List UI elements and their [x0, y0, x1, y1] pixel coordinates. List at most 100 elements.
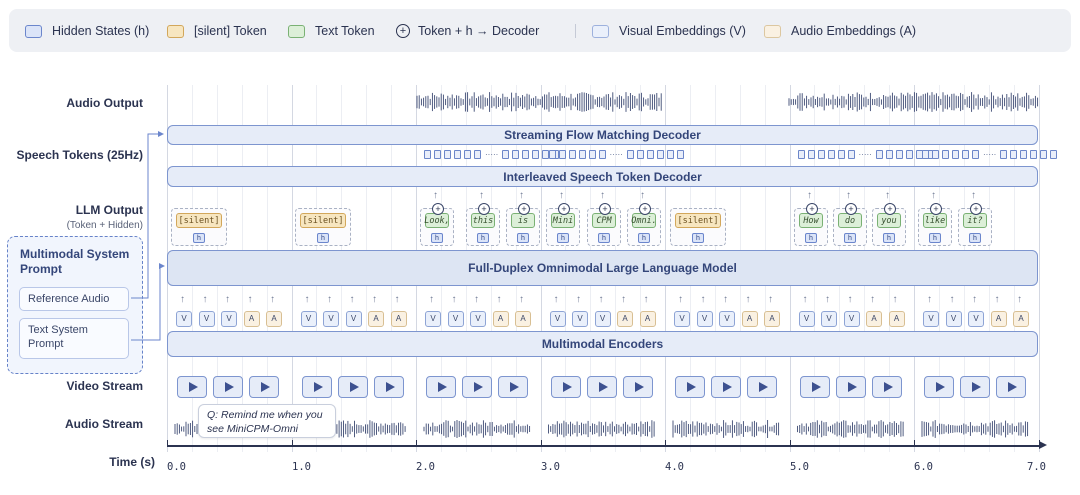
up-arrow-icon: ↑	[559, 190, 564, 201]
up-arrow-icon: ↑	[429, 294, 434, 305]
callout-line1: Q: Remind me when you	[207, 409, 323, 421]
up-arrow-icon: ↑	[971, 190, 976, 201]
visual-embedding: V	[674, 311, 690, 327]
speech-token	[905, 150, 913, 159]
speech-token	[474, 150, 481, 159]
speech-token-decoder-block: Interleaved Speech Token Decoder	[167, 166, 1038, 187]
speech-token	[676, 150, 684, 159]
time-tick-label: 6.0	[914, 461, 933, 473]
multimodal-encoders-block: Multimodal Encoders	[167, 331, 1038, 357]
silent-token: [silent] h	[670, 208, 726, 246]
audio-output-waveform	[788, 92, 1039, 112]
callout-line2: see MiniCPM-Omni	[207, 423, 299, 435]
visual-embedding: V	[447, 311, 464, 327]
play-icon	[213, 376, 243, 398]
audio-stream-waveform	[423, 420, 531, 438]
play-icon	[835, 376, 866, 398]
play-icon	[426, 376, 456, 398]
speech-token	[1020, 150, 1028, 159]
llm-block: Full-Duplex Omnimodal Large Language Mod…	[167, 250, 1038, 286]
token-label: it?	[963, 213, 987, 228]
hidden-state-badge: h	[638, 233, 650, 243]
time-tick	[1039, 440, 1040, 446]
speech-token	[434, 150, 441, 159]
audio-embedding: A	[1013, 311, 1029, 327]
visual-embedding: V	[594, 311, 611, 327]
up-arrow-icon: ↑	[745, 294, 751, 305]
token-label: [silent]	[675, 213, 721, 228]
up-arrow-icon: ↑	[885, 190, 890, 201]
audio-stream-waveform	[797, 420, 904, 438]
hidden-state-swatch	[25, 24, 42, 38]
visual-embedding: V	[176, 311, 192, 327]
visual-embedding: V	[221, 311, 237, 327]
visual-embedding: V	[323, 311, 339, 327]
up-arrow-icon: ↑	[553, 294, 559, 305]
up-arrow-icon: ↑	[372, 294, 377, 305]
up-arrow-icon: ↑	[180, 294, 185, 305]
time-tick-label: 5.0	[790, 461, 809, 473]
speech-token	[895, 150, 903, 159]
play-icon	[177, 376, 207, 398]
token-label: How	[799, 213, 823, 228]
visual-embedding: V	[198, 311, 215, 327]
user-query-callout: Q: Remind me when you see MiniCPM-Omni	[198, 404, 336, 438]
audio-embedding: A	[888, 311, 905, 327]
up-arrow-icon: ↑	[394, 294, 400, 305]
plus-circle-icon: +	[432, 203, 444, 215]
plus-circle-icon: +	[970, 203, 982, 215]
play-icon	[301, 376, 332, 398]
ellipsis: ·····	[485, 150, 499, 159]
token-label: is	[511, 213, 535, 228]
up-arrow-icon: ↑	[304, 294, 310, 305]
speech-token	[1000, 150, 1008, 159]
speech-token	[532, 150, 540, 159]
token-label: CPM	[592, 213, 616, 228]
hidden-state-badge: h	[883, 233, 895, 243]
play-icon	[747, 376, 777, 398]
visual-embedding: V	[798, 311, 815, 327]
legend-text-label: Text Token	[315, 24, 375, 38]
speech-token	[847, 150, 855, 159]
legend-text-token: Text Token	[288, 23, 375, 39]
audio-embedding: A	[368, 311, 384, 327]
time-tick-label: 7.0	[1027, 461, 1046, 473]
time-tick	[914, 440, 915, 446]
speech-token	[568, 150, 576, 159]
play-icon	[675, 376, 705, 398]
visual-embedding: V	[572, 311, 588, 327]
system-prompt-title-line2: Prompt	[20, 262, 62, 276]
speech-token	[512, 150, 520, 159]
time-axis	[167, 445, 1042, 447]
time-tick-label: 2.0	[416, 461, 435, 473]
up-arrow-icon: ↑	[479, 190, 484, 201]
time-tick-label: 1.0	[292, 461, 311, 473]
play-icon	[711, 376, 741, 398]
audio-embedding: A	[990, 311, 1007, 327]
time-tick	[292, 440, 293, 446]
up-arrow-icon: ↑	[496, 294, 502, 305]
text-token-swatch	[288, 24, 305, 38]
up-arrow-icon: ↑	[576, 294, 581, 305]
play-icon	[622, 376, 653, 398]
up-arrow-icon: ↑	[825, 294, 830, 305]
play-icon	[960, 376, 990, 398]
silent-token: [silent] h	[295, 208, 351, 246]
up-arrow-icon: ↑	[949, 294, 955, 305]
up-arrow-icon: ↑	[927, 294, 932, 305]
visual-embedding: V	[719, 311, 735, 327]
legend-visual-embeddings: Visual Embeddings (V)	[592, 23, 746, 39]
audio-embedding: A	[639, 311, 656, 327]
speech-token	[1040, 150, 1048, 159]
audio-embedding: A	[617, 311, 633, 327]
ellipsis: ·····	[858, 150, 872, 159]
up-arrow-icon: ↑	[1017, 294, 1022, 305]
plus-circle-icon: +	[930, 203, 942, 215]
row-label-audio-stream: Audio Stream	[64, 417, 143, 431]
play-icon	[498, 376, 528, 398]
speech-token	[817, 150, 825, 159]
time-tick	[167, 440, 168, 446]
speech-token	[666, 150, 674, 159]
text-prompt-line1: Text System	[28, 324, 88, 336]
